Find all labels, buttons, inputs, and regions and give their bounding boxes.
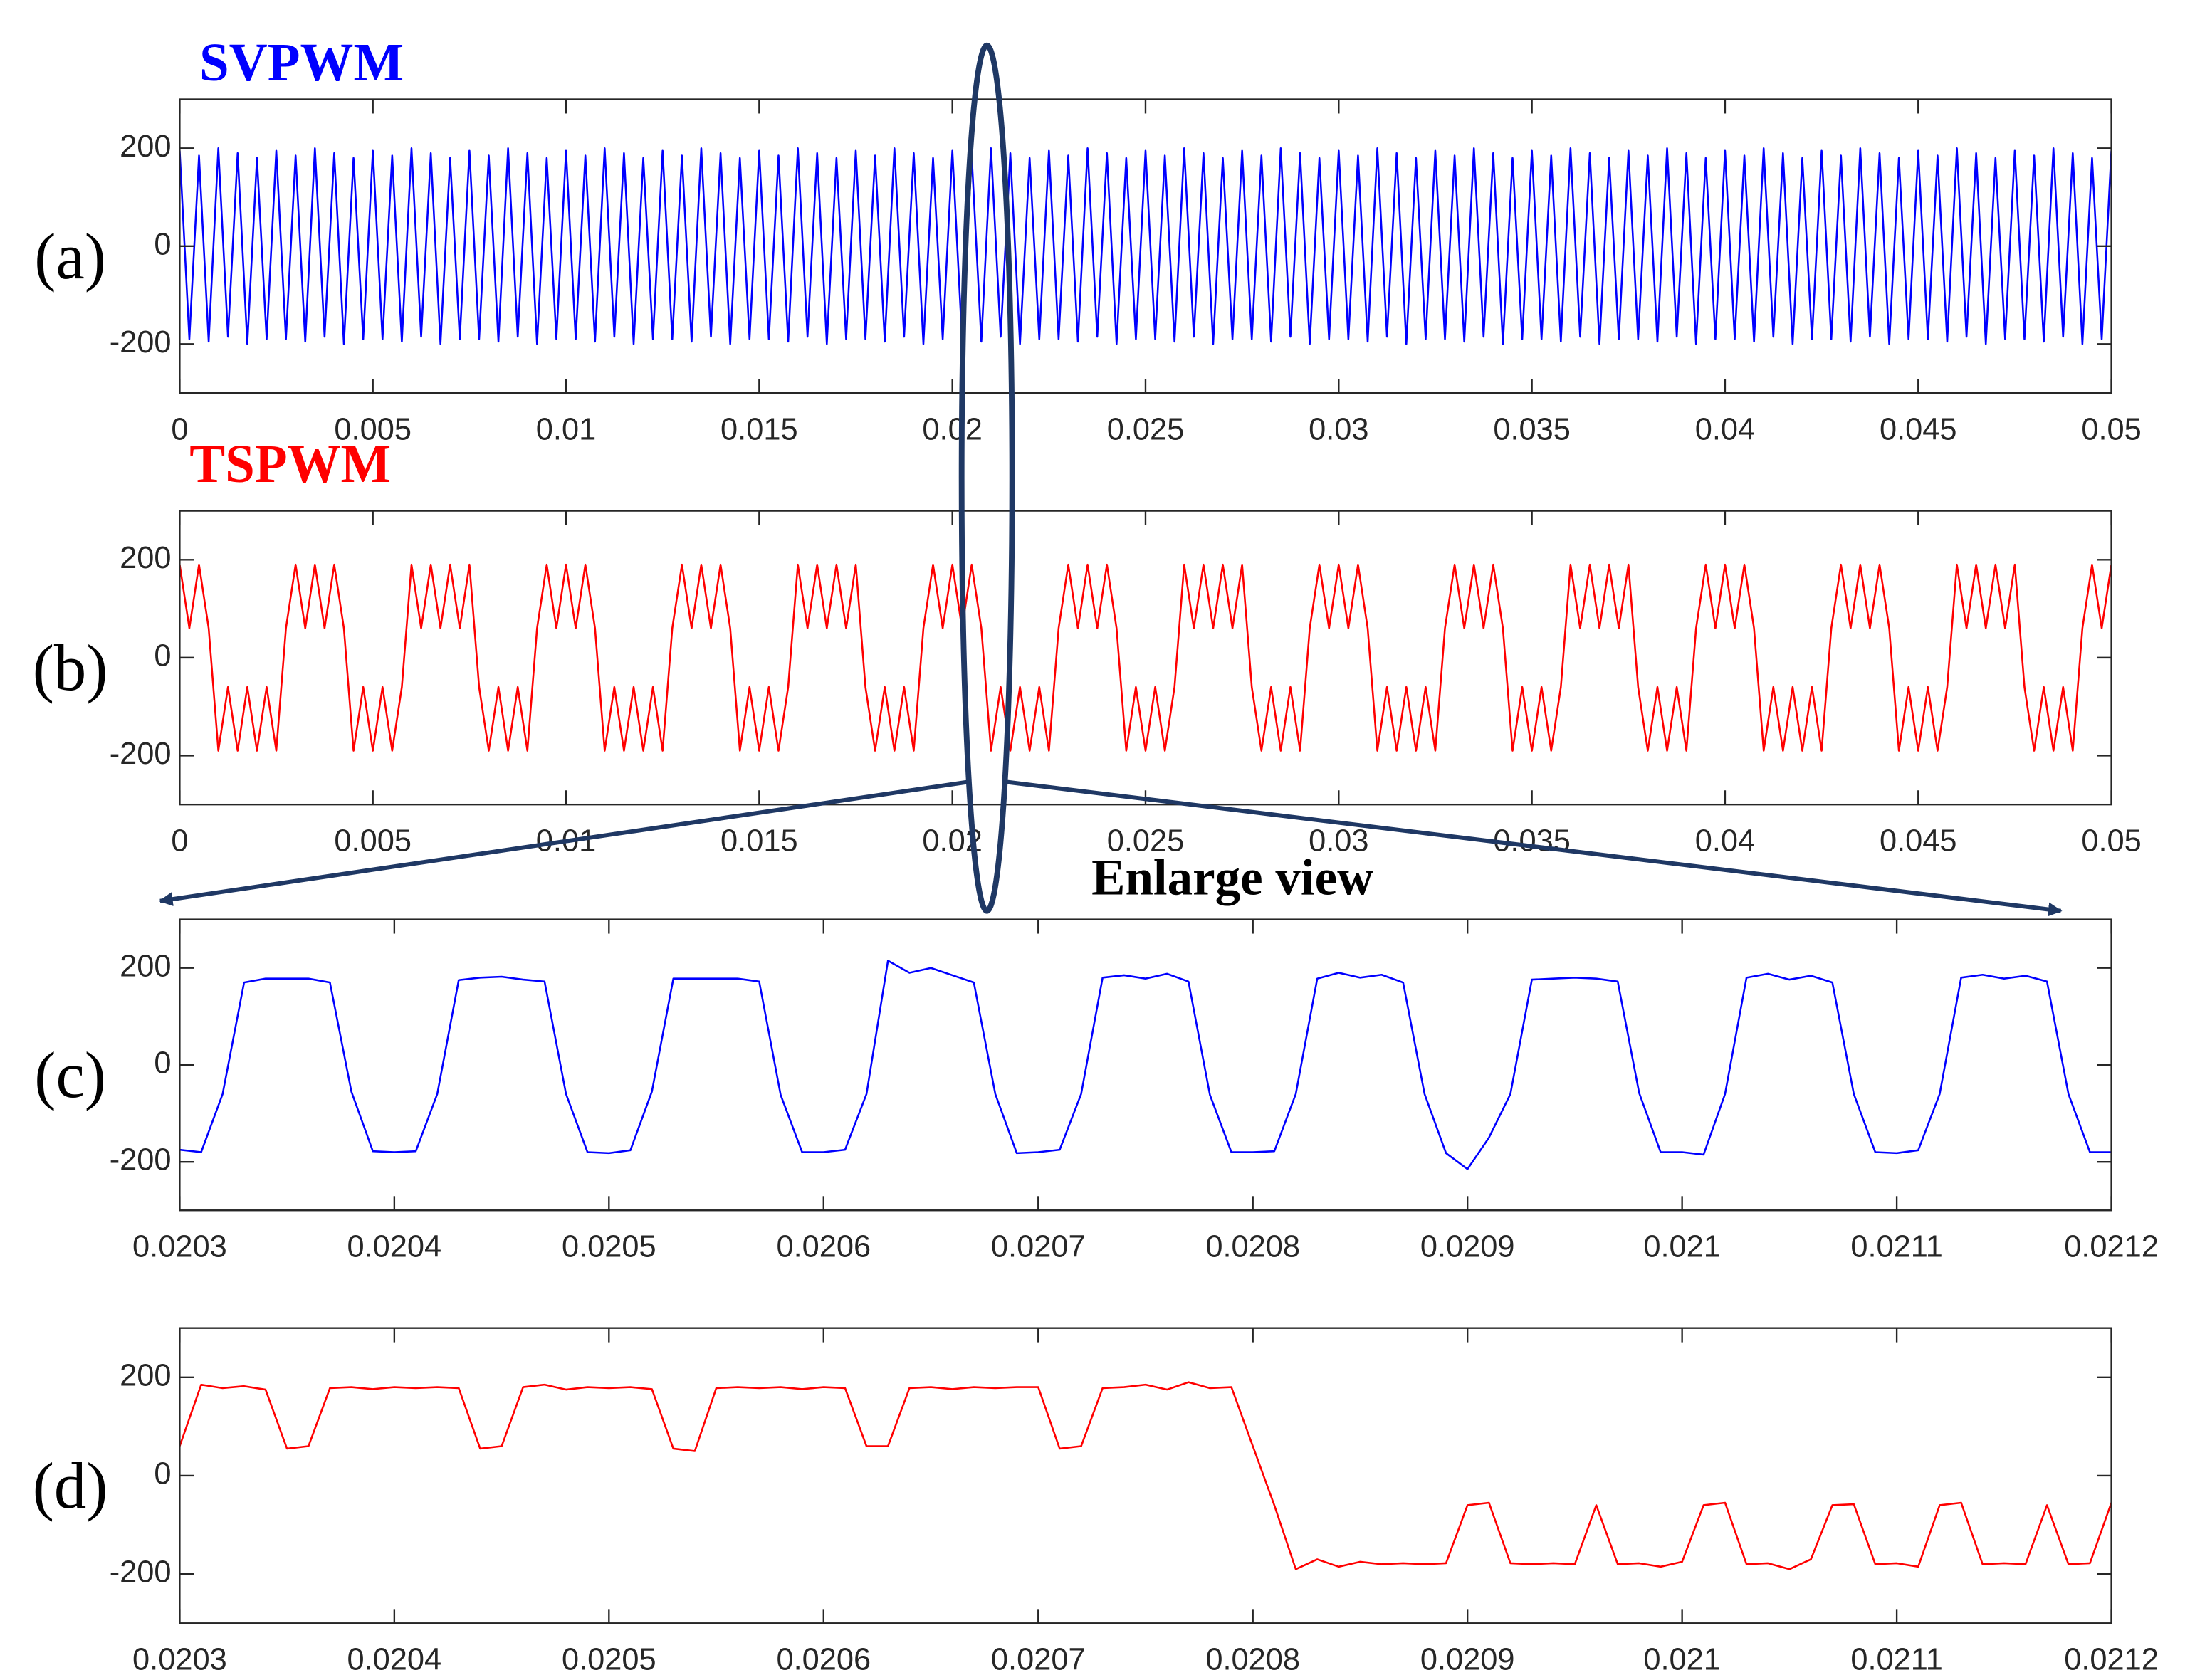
x-tick-label: 0.01 — [536, 412, 596, 446]
x-tick-label: 0.0207 — [991, 1642, 1086, 1676]
x-tick-label: 0.03 — [1309, 824, 1368, 858]
x-tick-label: 0.05 — [2081, 412, 2141, 446]
x-tick-label: 0.0211 — [1850, 1642, 1942, 1676]
x-tick-label: 0.0203 — [132, 1229, 227, 1264]
plots: 0 0.005 0.01 0.015 0.02 0.025 0.03 0.035 0.04 0.0… — [33, 33, 2159, 1677]
y-tick-label: 0 — [154, 1046, 171, 1080]
x-tick-label: 0.005 — [334, 412, 412, 446]
x-tick-label: 0.04 — [1695, 824, 1755, 858]
y-tick-label: -200 — [110, 1555, 172, 1590]
x-tick-label: 0.015 — [721, 824, 798, 858]
x-tick-label: 0.025 — [1107, 412, 1185, 446]
y-tick-label: -200 — [110, 737, 172, 771]
x-tick-label: 0.0205 — [562, 1642, 656, 1676]
x-tick-label: 0.0211 — [1850, 1229, 1942, 1264]
x-tick-label: 0.0206 — [776, 1229, 871, 1264]
x-tick-label: 0.0208 — [1205, 1229, 1300, 1264]
x-tick-label: 0.0209 — [1420, 1229, 1515, 1264]
panel-label: (c) — [34, 1039, 106, 1111]
x-tick-label: 0.04 — [1695, 412, 1755, 446]
zoom-ellipse — [958, 42, 1015, 914]
x-tick-label: 0.0204 — [347, 1642, 442, 1676]
x-tick-label: 0.005 — [334, 824, 412, 858]
y-tick-label: 200 — [120, 949, 171, 983]
plot-area — [179, 1328, 2112, 1624]
zoom-arrow — [158, 779, 969, 906]
plot-area — [179, 99, 2112, 394]
x-tick-label: 0.045 — [1880, 824, 1957, 858]
y-tick-label: 0 — [154, 227, 171, 261]
x-tick-label: 0.05 — [2081, 824, 2141, 858]
x-tick-label: 0 — [171, 824, 188, 858]
chart-title: TSPWM — [189, 435, 391, 494]
data-line — [179, 147, 2112, 345]
x-tick-label: 0.035 — [1493, 412, 1571, 446]
panel-label: (b) — [33, 631, 108, 704]
x-tick-label: 0.025 — [1107, 824, 1185, 858]
y-tick-label: 0 — [154, 639, 171, 673]
x-tick-label: 0.0208 — [1205, 1642, 1300, 1676]
x-tick-label: 0.0212 — [2064, 1229, 2159, 1264]
x-tick-label: 0.02 — [922, 412, 982, 446]
x-tick-label: 0.0204 — [347, 1229, 442, 1264]
data-line — [179, 1381, 2112, 1570]
x-tick-label: 0 — [171, 412, 188, 446]
x-tick-label: 0.021 — [1643, 1642, 1721, 1676]
zoom-arrow — [1005, 779, 2063, 917]
data-line — [179, 960, 2112, 1170]
x-tick-label: 0.0206 — [776, 1642, 871, 1676]
x-tick-label: 0.0205 — [562, 1229, 656, 1264]
y-tick-label: 200 — [120, 541, 171, 575]
x-tick-label: 0.0209 — [1420, 1642, 1515, 1676]
x-tick-label: 0.03 — [1309, 412, 1368, 446]
x-tick-label: 0.0203 — [132, 1642, 227, 1676]
x-tick-label: 0.021 — [1643, 1229, 1721, 1264]
plot-area — [179, 510, 2112, 805]
y-tick-label: 0 — [154, 1456, 171, 1491]
x-tick-label: 0.015 — [721, 412, 798, 446]
y-tick-label: -200 — [110, 325, 172, 359]
y-tick-label: 200 — [120, 1358, 171, 1392]
x-tick-label: 0.0207 — [991, 1229, 1086, 1264]
x-tick-label: 0.0212 — [2064, 1642, 2159, 1676]
x-tick-label: 0.045 — [1880, 412, 1957, 446]
y-tick-label: 200 — [120, 130, 171, 164]
y-tick-label: -200 — [110, 1143, 172, 1177]
panel-label: (a) — [34, 220, 106, 293]
annotation: Enlarge view — [1091, 849, 1374, 905]
plot-area — [179, 919, 2112, 1211]
panel-label: (d) — [33, 1449, 108, 1522]
chart-title: SVPWM — [199, 33, 404, 93]
data-line — [179, 563, 2112, 752]
